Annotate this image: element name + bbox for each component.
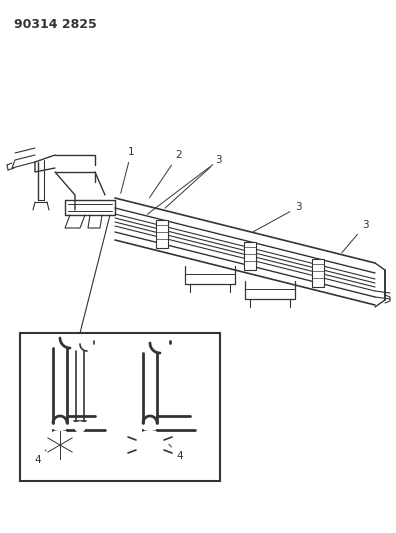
Circle shape [52, 437, 68, 453]
Bar [156, 220, 168, 248]
Text: 4: 4 [34, 450, 46, 465]
Bar [244, 242, 256, 270]
Circle shape [143, 438, 157, 452]
Text: 3: 3 [342, 220, 369, 253]
Text: 4: 4 [169, 444, 183, 461]
Circle shape [75, 422, 85, 432]
Text: 1: 1 [121, 147, 135, 193]
Circle shape [136, 431, 164, 459]
Bar [312, 259, 324, 287]
Text: 3: 3 [253, 202, 302, 232]
Text: 2: 2 [150, 150, 182, 198]
Text: 90314 2825: 90314 2825 [14, 18, 97, 31]
Text: 3: 3 [165, 155, 222, 208]
Bar [20, 333, 220, 481]
Circle shape [46, 431, 74, 459]
